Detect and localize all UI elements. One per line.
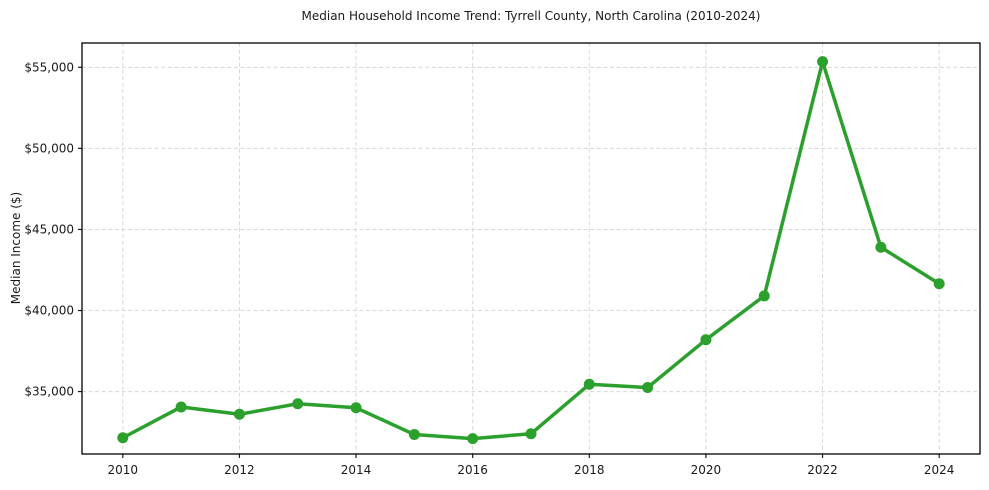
data-point [583, 378, 595, 390]
data-point [525, 428, 537, 440]
x-tick-label: 2014 [341, 463, 372, 477]
y-tick-label: $55,000 [24, 60, 74, 74]
y-tick-label: $50,000 [24, 141, 74, 155]
x-tick-label: 2022 [807, 463, 838, 477]
data-point [292, 398, 304, 410]
data-point [758, 290, 770, 302]
y-tick-label: $35,000 [24, 385, 74, 399]
data-point [700, 334, 712, 346]
data-point [817, 56, 829, 68]
data-point [467, 433, 479, 445]
chart-title: Median Household Income Trend: Tyrrell C… [301, 9, 761, 23]
data-point [933, 278, 945, 290]
data-point [642, 382, 654, 394]
data-point [233, 408, 245, 420]
data-point [350, 402, 362, 414]
data-point [117, 432, 129, 444]
y-tick-label: $40,000 [24, 304, 74, 318]
x-tick-label: 2012 [224, 463, 255, 477]
data-point [408, 429, 420, 441]
y-tick-label: $45,000 [24, 222, 74, 236]
x-tick-label: 2016 [457, 463, 488, 477]
x-tick-label: 2010 [108, 463, 139, 477]
income-trend-line [121, 59, 941, 441]
plot-frame [81, 42, 981, 455]
data-point [875, 241, 887, 253]
data-point [175, 401, 187, 413]
x-tick-label: 2020 [691, 463, 722, 477]
x-tick-label: 2024 [924, 463, 955, 477]
x-tick-label: 2018 [574, 463, 605, 477]
